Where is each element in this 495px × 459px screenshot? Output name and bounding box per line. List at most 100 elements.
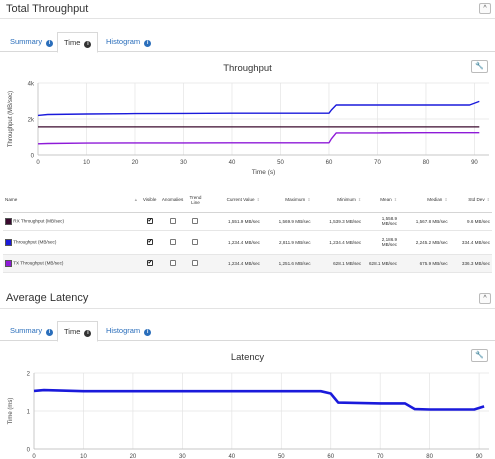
tab-time-label: Time — [64, 38, 81, 47]
series-name: Throughput (MB/sec) — [13, 239, 57, 245]
maximum-value: 2,811.9 MB/sec — [261, 230, 313, 255]
mean-value: 2,186.9 MB/sec — [363, 230, 400, 255]
sort-icon: ⇕ — [256, 197, 260, 203]
row-name-cell: TX Throughput (MB/sec) — [3, 254, 130, 273]
x-tick-label: 90 — [476, 454, 483, 459]
x-tick-label: 50 — [278, 454, 285, 459]
info-icon[interactable]: i — [144, 329, 152, 336]
anomalies-checkbox[interactable] — [169, 239, 176, 245]
sort-icon: ⇕ — [486, 197, 490, 203]
table-row: Throughput (MB/sec) ✔ 1,234.4 MB/sec 2,8… — [3, 230, 492, 255]
series-line-2 — [37, 132, 480, 145]
series-color-swatch — [5, 259, 12, 267]
col-header-median[interactable]: Median ⇕ — [399, 188, 450, 213]
y-axis-label: Time (ms) — [8, 398, 14, 425]
table-header-row: Name ▲ Visible Anomalies Trend Line Curr… — [3, 188, 492, 213]
info-icon[interactable]: i — [46, 329, 54, 336]
col-header-maximum[interactable]: Maximum ⇕ — [261, 188, 313, 213]
x-tick-label: 0 — [32, 454, 36, 459]
series-name: RX Throughput (MB/sec) — [13, 218, 65, 224]
sort-icon: ⇕ — [393, 197, 398, 203]
y-axis-label: Throughput (MB/sec) — [8, 91, 14, 147]
anomalies-checkbox[interactable] — [169, 260, 176, 266]
x-tick-label: 60 — [326, 160, 333, 166]
x-axis-label: Time (s) — [252, 169, 276, 176]
info-icon[interactable]: i — [84, 41, 92, 48]
info-icon[interactable]: i — [46, 40, 54, 47]
col-header-maximum-label: Maximum — [285, 197, 306, 203]
tab-histogram-label: Histogram — [106, 37, 141, 46]
latency-section-title: Average Latency — [6, 292, 89, 304]
x-tick-label: 50 — [277, 160, 284, 166]
info-icon[interactable]: i — [144, 40, 152, 47]
stddev-value: 334.4 MB/sec — [449, 230, 492, 255]
wrench-icon: 🔧 — [475, 352, 484, 359]
y-tick-label: 1 — [27, 410, 31, 416]
col-header-visible: Visible — [140, 188, 160, 213]
tab-summary[interactable]: Summary i — [4, 321, 59, 341]
col-header-minimum[interactable]: Minimum ⇕ — [312, 188, 364, 213]
tab-time[interactable]: Time i — [57, 321, 99, 342]
latency-collapse-button[interactable]: ^ — [479, 293, 491, 304]
x-tick-label: 80 — [426, 454, 433, 459]
col-header-mean[interactable]: Mean ⇕ — [363, 188, 400, 213]
anomalies-checkbox[interactable] — [169, 218, 176, 224]
col-header-name[interactable]: Name — [3, 188, 130, 213]
tab-summary-label: Summary — [10, 37, 43, 46]
latency-tools-button[interactable]: 🔧 — [471, 349, 488, 362]
tab-summary[interactable]: Summary i — [4, 32, 59, 52]
tab-histogram[interactable]: Histogram i — [100, 32, 157, 52]
info-icon[interactable]: i — [84, 330, 92, 337]
row-name-cell: Throughput (MB/sec) — [3, 230, 130, 255]
latency-chart-title: Latency — [230, 352, 265, 363]
throughput-tabs: Summary i Time i Histogram i — [0, 32, 495, 53]
tab-time-label: Time — [64, 327, 81, 336]
col-header-median-label: Median — [427, 197, 443, 203]
col-header-current[interactable]: Current Value ⇕ — [204, 188, 262, 213]
trend-line-checkbox[interactable] — [192, 218, 199, 224]
median-value: 1,567.8 MB/sec — [399, 212, 450, 231]
stddev-value: 336.3 MB/sec — [449, 254, 492, 273]
minimum-value: 1,234.4 MB/sec — [312, 230, 364, 255]
row-name-cell: RX Throughput (MB/sec) — [3, 212, 130, 231]
throughput-collapse-button[interactable]: ^ — [479, 3, 491, 14]
y-tick-label: 2k — [28, 118, 35, 124]
sort-icon: ⇕ — [357, 197, 362, 203]
col-header-sort[interactable]: ▲ — [129, 188, 141, 213]
throughput-section-title: Total Throughput — [6, 3, 89, 15]
maximum-value: 1,251.6 MB/sec — [261, 254, 313, 273]
tab-summary-label: Summary — [10, 326, 43, 335]
series-color-swatch — [5, 217, 12, 225]
throughput-chart-title: Throughput — [223, 63, 272, 74]
col-header-stddev[interactable]: Std Dev ⇕ — [449, 188, 492, 213]
y-tick-label: 0 — [31, 154, 35, 160]
sort-icon: ⇕ — [444, 197, 448, 203]
col-header-minimum-label: Minimum — [337, 197, 356, 203]
x-tick-label: 20 — [130, 454, 137, 459]
table-row: TX Throughput (MB/sec) ✔ 1,234.4 MB/sec … — [3, 254, 492, 273]
x-tick-label: 40 — [229, 160, 236, 166]
trend-line-checkbox[interactable] — [192, 239, 199, 245]
sort-icon: ▲ — [133, 197, 138, 203]
throughput-chart: 0 2k 4k 0 10 20 30 40 50 60 70 80 90 Throughput (MB/s… — [8, 82, 489, 176]
trend-line-checkbox[interactable] — [192, 260, 199, 266]
col-header-trend-label: Trend Line — [189, 194, 202, 205]
visible-checkbox[interactable]: ✔ — [146, 260, 153, 266]
col-header-visible-label: Visible — [142, 197, 157, 203]
col-header-current-label: Current Value — [226, 197, 255, 203]
mean-value: 1,558.9 MB/sec — [363, 212, 400, 231]
x-tick-label: 30 — [179, 454, 186, 459]
wrench-icon: 🔧 — [475, 63, 484, 70]
current-value: 1,551.9 MB/sec — [204, 212, 262, 231]
current-value: 1,234.4 MB/sec — [204, 254, 262, 273]
col-header-trend: Trend Line — [185, 188, 205, 213]
minimum-value: 1,539.3 MB/sec — [312, 212, 364, 231]
visible-checkbox[interactable]: ✔ — [146, 218, 153, 224]
throughput-header-divider — [0, 18, 495, 19]
tab-time[interactable]: Time i — [57, 32, 99, 53]
throughput-tools-button[interactable]: 🔧 — [471, 60, 488, 73]
visible-checkbox[interactable]: ✔ — [146, 239, 153, 245]
col-header-mean-label: Mean — [380, 197, 392, 203]
table-row: RX Throughput (MB/sec) ✔ 1,551.9 MB/sec … — [3, 212, 492, 231]
tab-histogram[interactable]: Histogram i — [100, 321, 157, 341]
